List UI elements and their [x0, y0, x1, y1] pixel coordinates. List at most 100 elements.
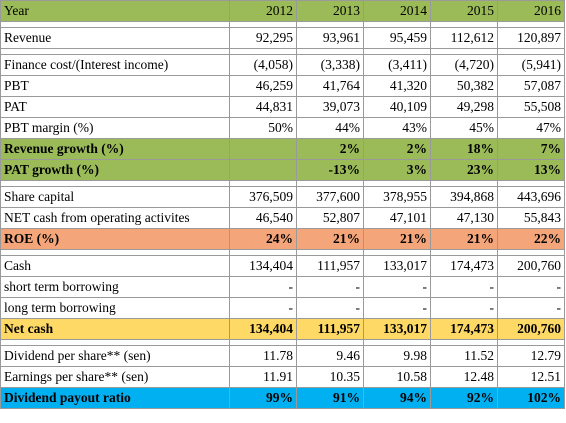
header-label: Year	[0, 0, 230, 22]
value-cell: -	[296, 276, 364, 298]
row-label: Dividend payout ratio	[0, 387, 230, 409]
value-cell: 55,843	[497, 207, 565, 229]
table-row: PAT 44,831 39,073 40,109 49,298 55,508	[0, 96, 565, 118]
table-row: Dividend payout ratio 99% 91% 94% 92% 102%	[0, 387, 565, 409]
table-row: Net cash 134,404 111,957 133,017 174,473 200,…	[0, 318, 565, 340]
value-cell: 443,696	[497, 186, 565, 208]
value-cell: (4,058)	[229, 54, 297, 76]
row-label: Net cash	[0, 318, 230, 340]
row-label: Cash	[0, 255, 230, 277]
value-cell: 99%	[229, 387, 297, 409]
value-cell: 41,764	[296, 75, 364, 97]
row-label: Dividend per share** (sen)	[0, 345, 230, 367]
value-cell: 377,600	[296, 186, 364, 208]
row-label: PBT	[0, 75, 230, 97]
table-row: Revenue growth (%) 2% 2% 18% 7%	[0, 138, 565, 160]
year-header: 2013	[296, 0, 364, 22]
value-cell: 21%	[296, 228, 364, 250]
value-cell: 52,807	[296, 207, 364, 229]
value-cell: 102%	[497, 387, 565, 409]
value-cell: 21%	[363, 228, 431, 250]
value-cell: 2%	[296, 138, 364, 160]
value-cell: -13%	[296, 159, 364, 181]
value-cell: 47,101	[363, 207, 431, 229]
row-label: Revenue	[0, 27, 230, 49]
value-cell: 50,382	[430, 75, 498, 97]
value-cell: 46,259	[229, 75, 297, 97]
value-cell: 91%	[296, 387, 364, 409]
value-cell: 394,868	[430, 186, 498, 208]
value-cell: 200,760	[497, 318, 565, 340]
value-cell: 12.51	[497, 366, 565, 388]
row-label: short term borrowing	[0, 276, 230, 298]
value-cell: (4,720)	[430, 54, 498, 76]
table-row: Dividend per share** (sen) 11.78 9.46 9.98 1…	[0, 345, 565, 367]
value-cell: 120,897	[497, 27, 565, 49]
value-cell: -	[497, 297, 565, 319]
value-cell: 378,955	[363, 186, 431, 208]
value-cell: 57,087	[497, 75, 565, 97]
value-cell: (3,338)	[296, 54, 364, 76]
value-cell: 9.46	[296, 345, 364, 367]
year-header: 2014	[363, 0, 431, 22]
value-cell: 46,540	[229, 207, 297, 229]
value-cell: 44,831	[229, 96, 297, 118]
row-label: ROE (%)	[0, 228, 230, 250]
value-cell: 41,320	[363, 75, 431, 97]
table-row: PAT growth (%) -13% 3% 23% 13%	[0, 159, 565, 181]
value-cell: 47%	[497, 117, 565, 139]
value-cell: 92%	[430, 387, 498, 409]
value-cell: 9.98	[363, 345, 431, 367]
value-cell: 55,508	[497, 96, 565, 118]
year-header: 2016	[497, 0, 565, 22]
row-label: PBT margin (%)	[0, 117, 230, 139]
value-cell	[229, 159, 297, 181]
table-row: long term borrowing - - - - -	[0, 297, 565, 319]
value-cell: 49,298	[430, 96, 498, 118]
value-cell: 24%	[229, 228, 297, 250]
value-cell: 133,017	[363, 318, 431, 340]
value-cell: -	[229, 297, 297, 319]
value-cell: -	[229, 276, 297, 298]
value-cell: -	[430, 276, 498, 298]
value-cell: 47,130	[430, 207, 498, 229]
value-cell: 3%	[363, 159, 431, 181]
table-row: Earnings per share** (sen) 11.91 10.35 10.5…	[0, 366, 565, 388]
table-row: Share capital 376,509 377,600 378,955 394,86…	[0, 186, 565, 208]
row-label: Share capital	[0, 186, 230, 208]
row-label: PAT growth (%)	[0, 159, 230, 181]
year-header: 2015	[430, 0, 498, 22]
value-cell: 45%	[430, 117, 498, 139]
table-row: short term borrowing - - - - -	[0, 276, 565, 298]
value-cell: 22%	[497, 228, 565, 250]
row-label: Revenue growth (%)	[0, 138, 230, 160]
value-cell: (5,941)	[497, 54, 565, 76]
value-cell: (3,411)	[363, 54, 431, 76]
value-cell: 10.58	[363, 366, 431, 388]
table-row: Cash 134,404 111,957 133,017 174,473 200,760	[0, 255, 565, 277]
value-cell: -	[363, 297, 431, 319]
value-cell: 111,957	[296, 318, 364, 340]
value-cell: 93,961	[296, 27, 364, 49]
value-cell: 21%	[430, 228, 498, 250]
row-label: PAT	[0, 96, 230, 118]
value-cell: 43%	[363, 117, 431, 139]
value-cell: 10.35	[296, 366, 364, 388]
spacer-row	[0, 249, 565, 256]
value-cell: -	[363, 276, 431, 298]
value-cell	[229, 138, 297, 160]
value-cell: 2%	[363, 138, 431, 160]
row-label: Earnings per share** (sen)	[0, 366, 230, 388]
table-row: Revenue 92,295 93,961 95,459 112,612 120,897	[0, 27, 565, 49]
year-header: 2012	[229, 0, 297, 22]
value-cell: 94%	[363, 387, 431, 409]
value-cell: 44%	[296, 117, 364, 139]
value-cell: 174,473	[430, 255, 498, 277]
value-cell: 376,509	[229, 186, 297, 208]
value-cell: 13%	[497, 159, 565, 181]
spacer-row	[0, 180, 565, 187]
value-cell: 23%	[430, 159, 498, 181]
value-cell: 7%	[497, 138, 565, 160]
value-cell: 174,473	[430, 318, 498, 340]
value-cell: -	[296, 297, 364, 319]
